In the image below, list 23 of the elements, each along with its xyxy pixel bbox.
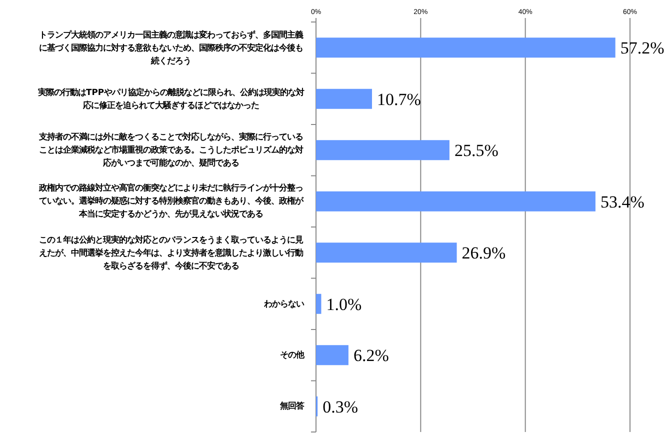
data-label: 53.4% [600, 192, 644, 212]
bar [316, 140, 450, 160]
y-tick-label: その他 [280, 348, 304, 362]
data-label: 57.2% [620, 38, 664, 58]
bar [316, 191, 596, 212]
bar [316, 345, 348, 366]
y-tick-label: 政権内での路線対立や高官の衝突などにより未だに執行ラインが十分整っていない。選挙時の疑惑に対する特別検察官の動きもあり、今後、政権が本当に安定するかどうか、先が見えない状況である [38, 182, 304, 221]
y-tick-label: わからない [264, 297, 304, 310]
data-label: 0.3% [322, 397, 358, 416]
y-tick-label: 支持者の不満には外に敵をつくることで対応しながら、実際に行っていることは企業減税など市場重視の政策である。こうしたポピュリズム的な対応がいつまで可能なのか、疑問である [38, 130, 304, 170]
bar [316, 88, 372, 109]
y-tick-label: 無回答 [280, 400, 304, 413]
data-label: 10.7% [376, 90, 421, 109]
y-tick-label: 実際の行動はTPPやパリ協定からの離脱などに限られ、公約は現実的な対応に修正を迫られて大騒ぎするほどではなかった [38, 86, 304, 112]
data-label: 25.5% [454, 141, 498, 160]
data-label: 26.9% [462, 244, 506, 263]
data-label: 1.0% [326, 294, 362, 314]
bar [316, 294, 322, 314]
y-tick-label: この１年は公約と現実的な対応とのバランスをうまく取っているように見えたが、中間選挙を控えた今年は、より支持者を意識したより激しい行動を取らざるを得ず、今後に不安である [38, 233, 304, 272]
data-label: 6.2% [353, 346, 389, 366]
bar [316, 242, 457, 263]
y-tick-label: トランプ大統領のアメリカ一国主義の意識は変わっておらず、多国間主義に基づく国際協力に対する意欲もないため、国際秩序の不安定化は今後も続くだろう [38, 28, 304, 68]
bar [316, 38, 616, 58]
